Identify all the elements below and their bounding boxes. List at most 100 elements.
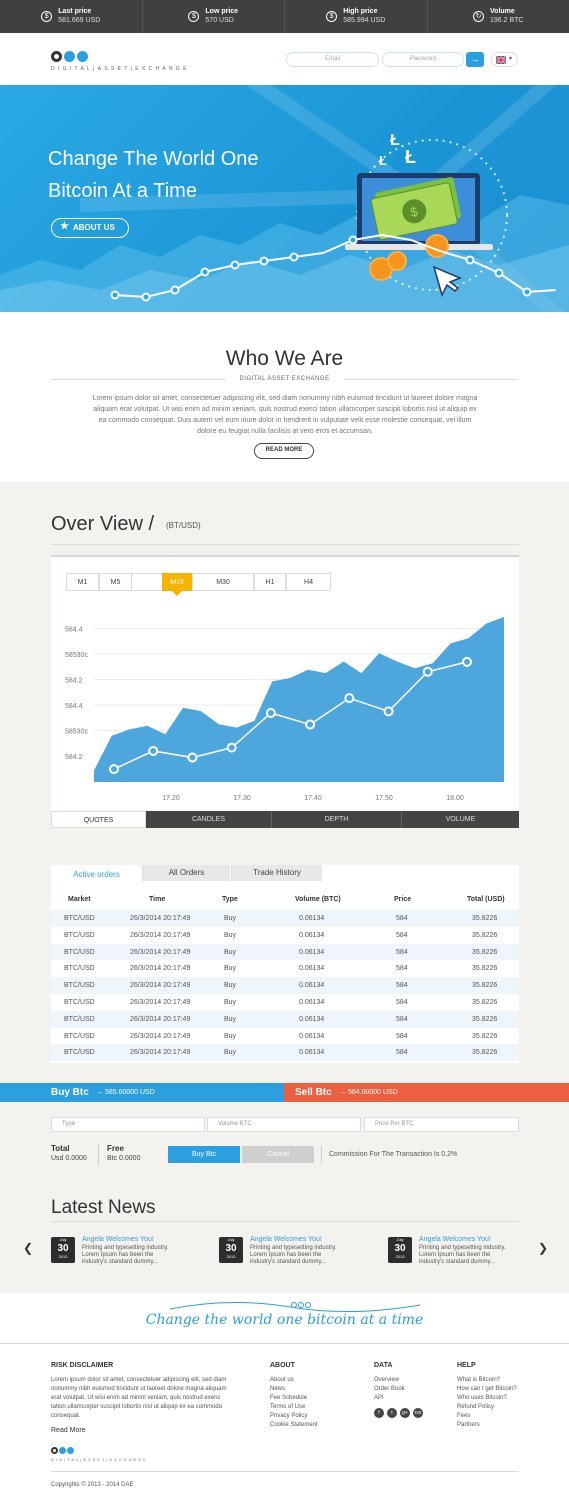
free-value: Btc 0.0000 bbox=[107, 1155, 141, 1162]
footer-link[interactable]: Terms of Use bbox=[270, 1404, 306, 1410]
news-day: 30 bbox=[394, 1243, 406, 1254]
type-field[interactable]: Type bbox=[51, 1117, 205, 1132]
line-point bbox=[187, 752, 198, 763]
ticker-label: Low price bbox=[205, 8, 239, 15]
column-header: Volume (BTC) bbox=[295, 896, 341, 903]
table-cell: 0.06134 bbox=[299, 1032, 325, 1040]
ticker-label: High price bbox=[343, 8, 378, 15]
table-cell: 26/3/2014 20:17:49 bbox=[130, 999, 191, 1006]
footer-link[interactable]: About us bbox=[270, 1377, 294, 1383]
footer-link[interactable]: Who uses Bitcoin? bbox=[457, 1395, 507, 1401]
divider bbox=[344, 379, 518, 380]
table-cell: BTC/USD bbox=[64, 999, 95, 1006]
table-cell: 26/3/2014 20:17:49 bbox=[130, 915, 191, 922]
free-label: Free bbox=[107, 1144, 124, 1153]
tab-h4[interactable]: H4 bbox=[286, 573, 331, 591]
table-row[interactable]: BTC/USD 26/3/2014 20:17:49 Buy 0.06134 584 35… bbox=[51, 1010, 519, 1028]
facebook-icon[interactable]: f bbox=[374, 1408, 384, 1418]
line-point bbox=[344, 693, 355, 704]
footer-link[interactable]: Fee Schedule bbox=[270, 1395, 308, 1401]
footer-link[interactable]: API bbox=[374, 1395, 384, 1401]
table-cell: 584 bbox=[396, 948, 408, 956]
price-chart: 584.2 58530c 584.4 584.2 58530c 584.4 17.20 17.… bbox=[65, 617, 504, 802]
buy-button[interactable]: Buy Btc bbox=[168, 1146, 240, 1163]
tab-all-orders[interactable]: All Orders bbox=[142, 865, 230, 881]
news-year: 2013 bbox=[395, 1254, 405, 1259]
footer-link[interactable]: How can I get Bitcoin? bbox=[457, 1386, 517, 1392]
ticker-volume: ↻ Volume 196.2 BTC bbox=[428, 0, 569, 33]
table-row[interactable]: BTC/USD 26/3/2014 20:17:49 Buy 0.06134 584 35… bbox=[51, 994, 519, 1011]
svg-text:Ł: Ł bbox=[379, 153, 387, 168]
y-tick-label: 58530c bbox=[65, 729, 88, 736]
footer-link[interactable]: Partners bbox=[457, 1422, 480, 1428]
next-arrow-icon[interactable]: ❯ bbox=[538, 1241, 549, 1255]
table-row[interactable]: BTC/USD 26/3/2014 20:17:49 Buy 0.06134 584 35… bbox=[51, 926, 519, 944]
ticker-value: 581.669 USD bbox=[58, 17, 101, 24]
tab-m5[interactable]: M5 bbox=[99, 573, 132, 591]
prev-arrow-icon[interactable]: ❮ bbox=[23, 1241, 34, 1255]
footer-link[interactable]: Refund Policy bbox=[457, 1404, 495, 1410]
table-row[interactable]: BTC/USD 26/3/2014 20:17:49 Buy 0.06134 584 35… bbox=[51, 943, 519, 961]
footer-link[interactable]: Order Book bbox=[374, 1386, 405, 1392]
hero-illustration: $ Ł Ł Ł bbox=[0, 85, 569, 312]
logo-text[interactable]: DIGITAL|ASSET|EXCHANGE bbox=[51, 66, 190, 72]
footer-link[interactable]: Fees bbox=[457, 1413, 471, 1419]
table-cell: BTC/USD bbox=[64, 982, 95, 990]
news-day: 30 bbox=[225, 1243, 237, 1254]
read-more-button[interactable]: READ MORE bbox=[254, 443, 314, 459]
rss-icon[interactable]: rss bbox=[413, 1408, 423, 1418]
about-us-button[interactable]: ★ ABOUT US bbox=[51, 218, 129, 238]
buy-bar: Buy Btc → 585.00000 USD bbox=[0, 1083, 284, 1102]
line-point bbox=[109, 764, 119, 775]
tab-candles[interactable]: CANDLES bbox=[146, 811, 272, 828]
table-row[interactable]: BTC/USD 26/3/2014 20:17:49 Buy 0.06134 584 35… bbox=[51, 910, 519, 927]
login-arrow-button[interactable]: → bbox=[466, 52, 484, 67]
logo-dot-dark bbox=[51, 1447, 58, 1454]
tab-m1[interactable]: M1 bbox=[66, 573, 99, 591]
price-field[interactable]: Price Per BTC bbox=[364, 1117, 519, 1132]
volume-field[interactable]: Volume BTC bbox=[207, 1117, 361, 1132]
email-field[interactable]: Email bbox=[286, 52, 379, 67]
risk-read-more-link[interactable]: Read More bbox=[51, 1427, 86, 1434]
column-header: Time bbox=[149, 896, 166, 903]
tab-active-orders[interactable]: Active orders bbox=[51, 865, 142, 884]
table-cell: 35.8226 bbox=[472, 965, 498, 973]
password-field[interactable]: Password bbox=[382, 52, 464, 67]
news-headline-link[interactable]: Angela Welcomes You! bbox=[82, 1236, 154, 1243]
table-row[interactable]: BTC/USD 26/3/2014 20:17:49 Buy 0.06134 584 35… bbox=[51, 977, 519, 995]
tab-h1[interactable]: H1 bbox=[254, 573, 286, 591]
table-cell: 35.8226 bbox=[472, 915, 498, 922]
cancel-button[interactable]: Cancel bbox=[242, 1146, 314, 1163]
table-cell: 26/3/2014 20:17:49 bbox=[130, 948, 191, 956]
total-label: Total bbox=[51, 1144, 70, 1153]
tab-depth[interactable]: DEPTH bbox=[272, 811, 402, 828]
footer-link[interactable]: Privacy Policy bbox=[270, 1413, 308, 1419]
footer-link[interactable]: News bbox=[270, 1386, 286, 1392]
tab-m15[interactable]: M15 bbox=[162, 573, 192, 591]
footer-link[interactable]: What is Bitcoin? bbox=[457, 1377, 501, 1383]
tab-trade-history[interactable]: Trade History bbox=[231, 865, 322, 881]
news-headline-link[interactable]: Angela Welcomes You! bbox=[250, 1236, 322, 1243]
table-row[interactable]: BTC/USD 26/3/2014 20:17:49 Buy 0.06134 584 35… bbox=[51, 960, 519, 978]
tab-m30[interactable]: M30 bbox=[192, 573, 254, 591]
table-cell: 584 bbox=[396, 1032, 408, 1040]
footer-link[interactable]: Cookie Statement bbox=[270, 1422, 318, 1428]
tab-volume[interactable]: VOLUME bbox=[402, 811, 519, 828]
chart-panel: 584.2 58530c 584.4 584.2 58530c 584.4 17.20 17.… bbox=[51, 555, 519, 827]
table-row[interactable]: BTC/USD 26/3/2014 20:17:49 Buy 0.06134 584 35… bbox=[51, 1044, 519, 1062]
footer-link[interactable]: Overview bbox=[374, 1377, 400, 1383]
ticker-value: 570 USD bbox=[205, 17, 234, 24]
table-cell: 35.8226 bbox=[472, 982, 498, 990]
google-plus-icon[interactable]: g+ bbox=[400, 1408, 410, 1418]
language-selector[interactable]: ▾ bbox=[491, 52, 518, 67]
copyright: Copyrights © 2013 - 2014 DAE bbox=[51, 1482, 134, 1488]
overview-title: Over View / bbox=[51, 513, 154, 535]
overview-subtitle: (BT/USD) bbox=[166, 521, 201, 530]
twitter-icon[interactable]: t bbox=[387, 1408, 397, 1418]
news-headline-link[interactable]: Angela Welcomes You! bbox=[419, 1236, 491, 1243]
ticker-value: 585.994 USD bbox=[343, 17, 386, 24]
y-tick-label: 584.4 bbox=[65, 627, 83, 634]
slogan-text: Change the world one bitcoin at a time bbox=[145, 1312, 424, 1328]
table-row[interactable]: BTC/USD 26/3/2014 20:17:49 Buy 0.06134 584 35… bbox=[51, 1027, 519, 1045]
tab-quotes[interactable]: QUOTES bbox=[51, 811, 146, 828]
